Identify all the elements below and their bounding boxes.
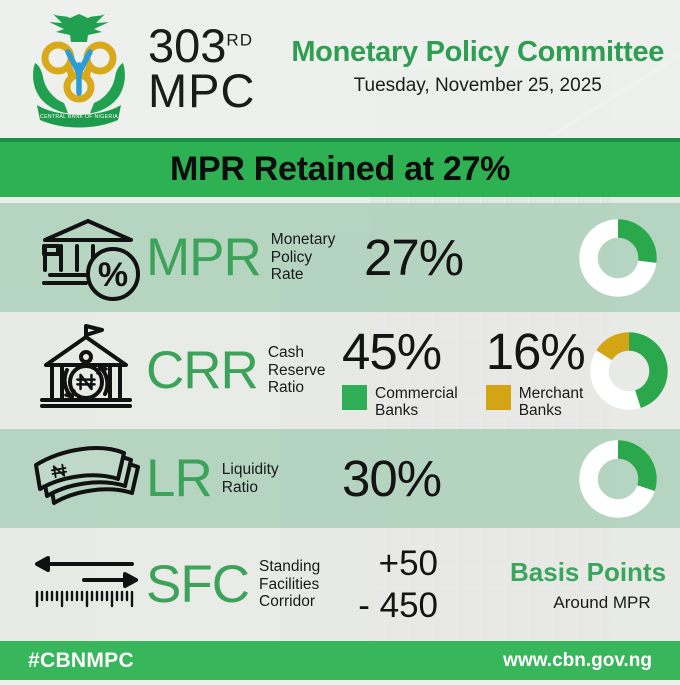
edition-label: MPC bbox=[148, 64, 256, 117]
sfc-corridor-values: +50 - 450 bbox=[350, 543, 438, 627]
mpr-value: 27% bbox=[364, 229, 464, 286]
headline-text: MPR Retained at 27% bbox=[169, 150, 511, 188]
bank-naira-cycle-icon bbox=[26, 322, 146, 420]
merchant-banks-swatch bbox=[485, 384, 511, 410]
sfc-note: Basis Points Around MPR bbox=[510, 557, 666, 613]
corridor-ruler-icon bbox=[26, 554, 146, 616]
page-title: Monetary Policy Committee bbox=[291, 35, 665, 68]
lr-donut-chart bbox=[574, 435, 662, 523]
commercial-banks-legend: Commercial Banks bbox=[342, 384, 458, 419]
row-sfc: SFC Standing Facilities Corridor +50 - 4… bbox=[0, 528, 680, 641]
mpr-donut-chart bbox=[574, 214, 662, 302]
sfc-term: Standing Facilities Corridor bbox=[259, 558, 321, 611]
around-mpr-label: Around MPR bbox=[553, 592, 651, 612]
eagle-icon bbox=[49, 14, 109, 42]
row-crr: CRR Cash Reserve Ratio 45% Commercial Ba… bbox=[0, 312, 680, 429]
mpr-term: Monetary Policy Rate bbox=[270, 231, 336, 284]
hashtag-label: #CBNMPC bbox=[28, 648, 134, 672]
edition-block: 303RD MPC bbox=[148, 22, 256, 117]
bank-percent-icon: % bbox=[26, 212, 146, 304]
row-lr: LR Liquidity Ratio 30% bbox=[0, 429, 680, 528]
crr-commercial-group: 45% Commercial Banks bbox=[342, 322, 458, 419]
merchant-banks-legend: Merchant Banks bbox=[485, 384, 585, 419]
crr-merchant-group: 16% Merchant Banks bbox=[485, 322, 586, 419]
commercial-banks-swatch bbox=[342, 384, 367, 410]
footer: #CBNMPC www.cbn.gov.ng bbox=[0, 641, 680, 680]
lr-value: 30% bbox=[342, 450, 442, 507]
header: CENTRAL BANK OF NIGERIA 303RD MPC Moneta… bbox=[0, 0, 680, 138]
sfc-upper-bound: +50 bbox=[378, 543, 438, 583]
edition-number: 303 bbox=[148, 19, 227, 73]
sfc-lower-bound: - 450 bbox=[358, 585, 438, 625]
percent-glyph: % bbox=[98, 256, 128, 294]
crr-merchant-value: 16% bbox=[485, 322, 586, 380]
headline-banner: MPR Retained at 27% bbox=[0, 138, 680, 197]
banknotes-icon bbox=[26, 433, 146, 525]
lr-acronym: LR bbox=[146, 449, 213, 508]
row-mpr: % MPR Monetary Policy Rate 27% bbox=[0, 203, 680, 312]
sfc-acronym: SFC bbox=[146, 555, 250, 614]
basis-points-label: Basis Points bbox=[510, 556, 667, 587]
title-block: Monetary Policy Committee Tuesday, Novem… bbox=[255, 36, 670, 97]
website-link[interactable]: www.cbn.gov.ng bbox=[503, 649, 652, 671]
lr-term: Liquidity Ratio bbox=[221, 461, 279, 496]
mpr-acronym: MPR bbox=[146, 228, 262, 287]
crr-donut-chart bbox=[585, 327, 673, 415]
crr-commercial-value: 45% bbox=[342, 322, 442, 380]
crr-term: Cash Reserve Ratio bbox=[267, 344, 326, 397]
crr-acronym: CRR bbox=[146, 341, 259, 400]
cbn-logo: CENTRAL BANK OF NIGERIA bbox=[24, 13, 134, 129]
edition-suffix: RD bbox=[226, 30, 253, 50]
logo-ribbon-text: CENTRAL BANK OF NIGERIA bbox=[40, 114, 118, 120]
meeting-date: Tuesday, November 25, 2025 bbox=[353, 74, 602, 96]
